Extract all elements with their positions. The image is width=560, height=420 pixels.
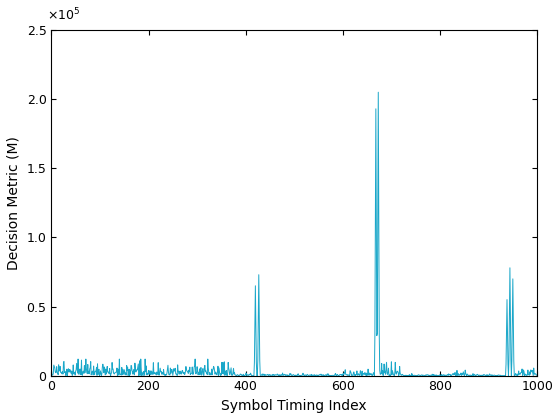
Text: $\times10^5$: $\times10^5$ <box>46 6 80 23</box>
X-axis label: Symbol Timing Index: Symbol Timing Index <box>221 399 367 413</box>
Y-axis label: Decision Metric (M): Decision Metric (M) <box>7 136 21 270</box>
